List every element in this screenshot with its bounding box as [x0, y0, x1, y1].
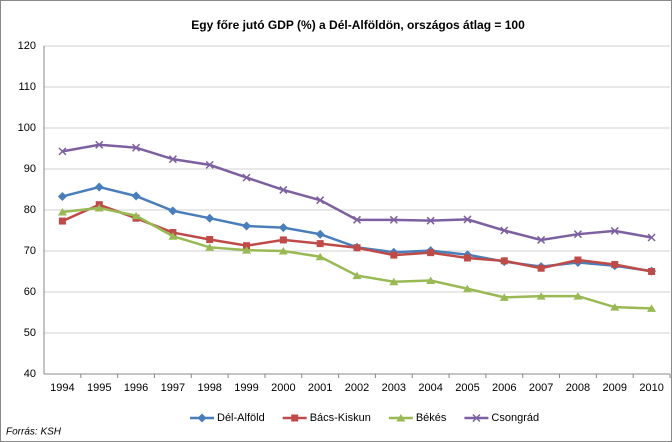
x-tick-label: 2010 [639, 382, 663, 394]
legend-marker [396, 414, 406, 422]
data-point [537, 264, 545, 272]
data-point [499, 293, 509, 301]
data-point [573, 230, 582, 239]
legend-label: Dél-Alföld [217, 412, 265, 424]
data-point [205, 213, 215, 223]
data-point [574, 256, 582, 264]
y-tick-label: 100 [18, 122, 36, 134]
data-point [647, 304, 657, 312]
data-point [278, 247, 288, 255]
x-tick-label: 2005 [455, 382, 479, 394]
data-point [95, 140, 104, 149]
data-point [426, 216, 435, 225]
data-point [131, 191, 141, 201]
data-point [206, 236, 214, 244]
data-point [316, 196, 325, 205]
data-point [57, 208, 67, 216]
x-tick-label: 1995 [87, 382, 111, 394]
y-tick-label: 80 [24, 204, 36, 216]
data-point [648, 268, 656, 275]
x-tick-label: 2009 [603, 382, 627, 394]
legend-marker [197, 413, 207, 423]
data-point [647, 233, 656, 242]
x-tick-label: 2003 [382, 382, 406, 394]
data-point [315, 252, 325, 261]
data-point [57, 191, 67, 201]
x-tick-label: 1999 [234, 382, 258, 394]
x-tick-label: 2007 [529, 382, 553, 394]
data-point [537, 235, 546, 244]
data-point [573, 292, 583, 300]
y-tick-label: 40 [24, 368, 36, 380]
data-point [500, 257, 508, 265]
data-point [353, 244, 361, 252]
x-tick-label: 2004 [418, 382, 442, 394]
y-tick-label: 90 [24, 163, 36, 175]
data-point [168, 206, 178, 216]
x-tick-label: 1994 [50, 382, 74, 394]
data-point [205, 160, 214, 169]
data-point [168, 155, 177, 164]
legend-label: Békés [416, 412, 447, 424]
y-tick-label: 50 [24, 327, 36, 339]
data-point [352, 215, 362, 224]
legend-marker [291, 414, 299, 422]
data-point [426, 276, 436, 285]
data-point [427, 249, 435, 257]
data-point [279, 236, 287, 244]
data-point [242, 221, 252, 231]
data-point [131, 211, 141, 220]
data-point [205, 243, 215, 251]
legend-label: Csongrád [491, 412, 539, 424]
data-point [58, 217, 66, 225]
data-point [94, 182, 104, 192]
x-tick-label: 1997 [161, 382, 185, 394]
x-tick-label: 1998 [197, 382, 221, 394]
y-tick-label: 120 [18, 40, 36, 52]
chart-title: Egy főre jutó GDP (%) a Dél-Alföldön, or… [191, 18, 525, 32]
data-point [389, 277, 399, 286]
data-point [610, 226, 619, 235]
data-point [168, 232, 178, 240]
legend-marker [472, 413, 481, 423]
data-point [242, 246, 252, 254]
legend-label: Bács-Kiskun [310, 412, 371, 424]
data-point [132, 143, 141, 152]
data-point [463, 215, 472, 224]
data-point [278, 223, 288, 233]
y-tick-label: 60 [24, 286, 36, 298]
y-tick-label: 110 [18, 81, 36, 93]
data-point [316, 240, 324, 248]
x-tick-label: 2000 [271, 382, 295, 394]
data-point [352, 271, 362, 280]
data-point [389, 215, 398, 224]
x-tick-label: 1996 [124, 382, 148, 394]
data-point [390, 251, 398, 259]
x-tick-label: 2002 [345, 382, 369, 394]
x-tick-label: 2008 [566, 382, 590, 394]
data-point [610, 303, 620, 311]
data-point [279, 185, 288, 194]
data-point [500, 226, 509, 235]
data-point [536, 292, 546, 300]
data-point [242, 173, 251, 182]
x-tick-label: 2006 [492, 382, 516, 394]
data-point [315, 229, 325, 239]
x-tick-label: 2001 [308, 382, 332, 394]
y-tick-label: 70 [24, 245, 36, 257]
data-point [462, 284, 472, 293]
data-point [243, 242, 251, 250]
data-point [611, 261, 619, 269]
data-point [94, 203, 104, 212]
source-note: Forrás: KSH [6, 427, 62, 438]
data-point [463, 254, 471, 262]
data-point [58, 147, 67, 156]
